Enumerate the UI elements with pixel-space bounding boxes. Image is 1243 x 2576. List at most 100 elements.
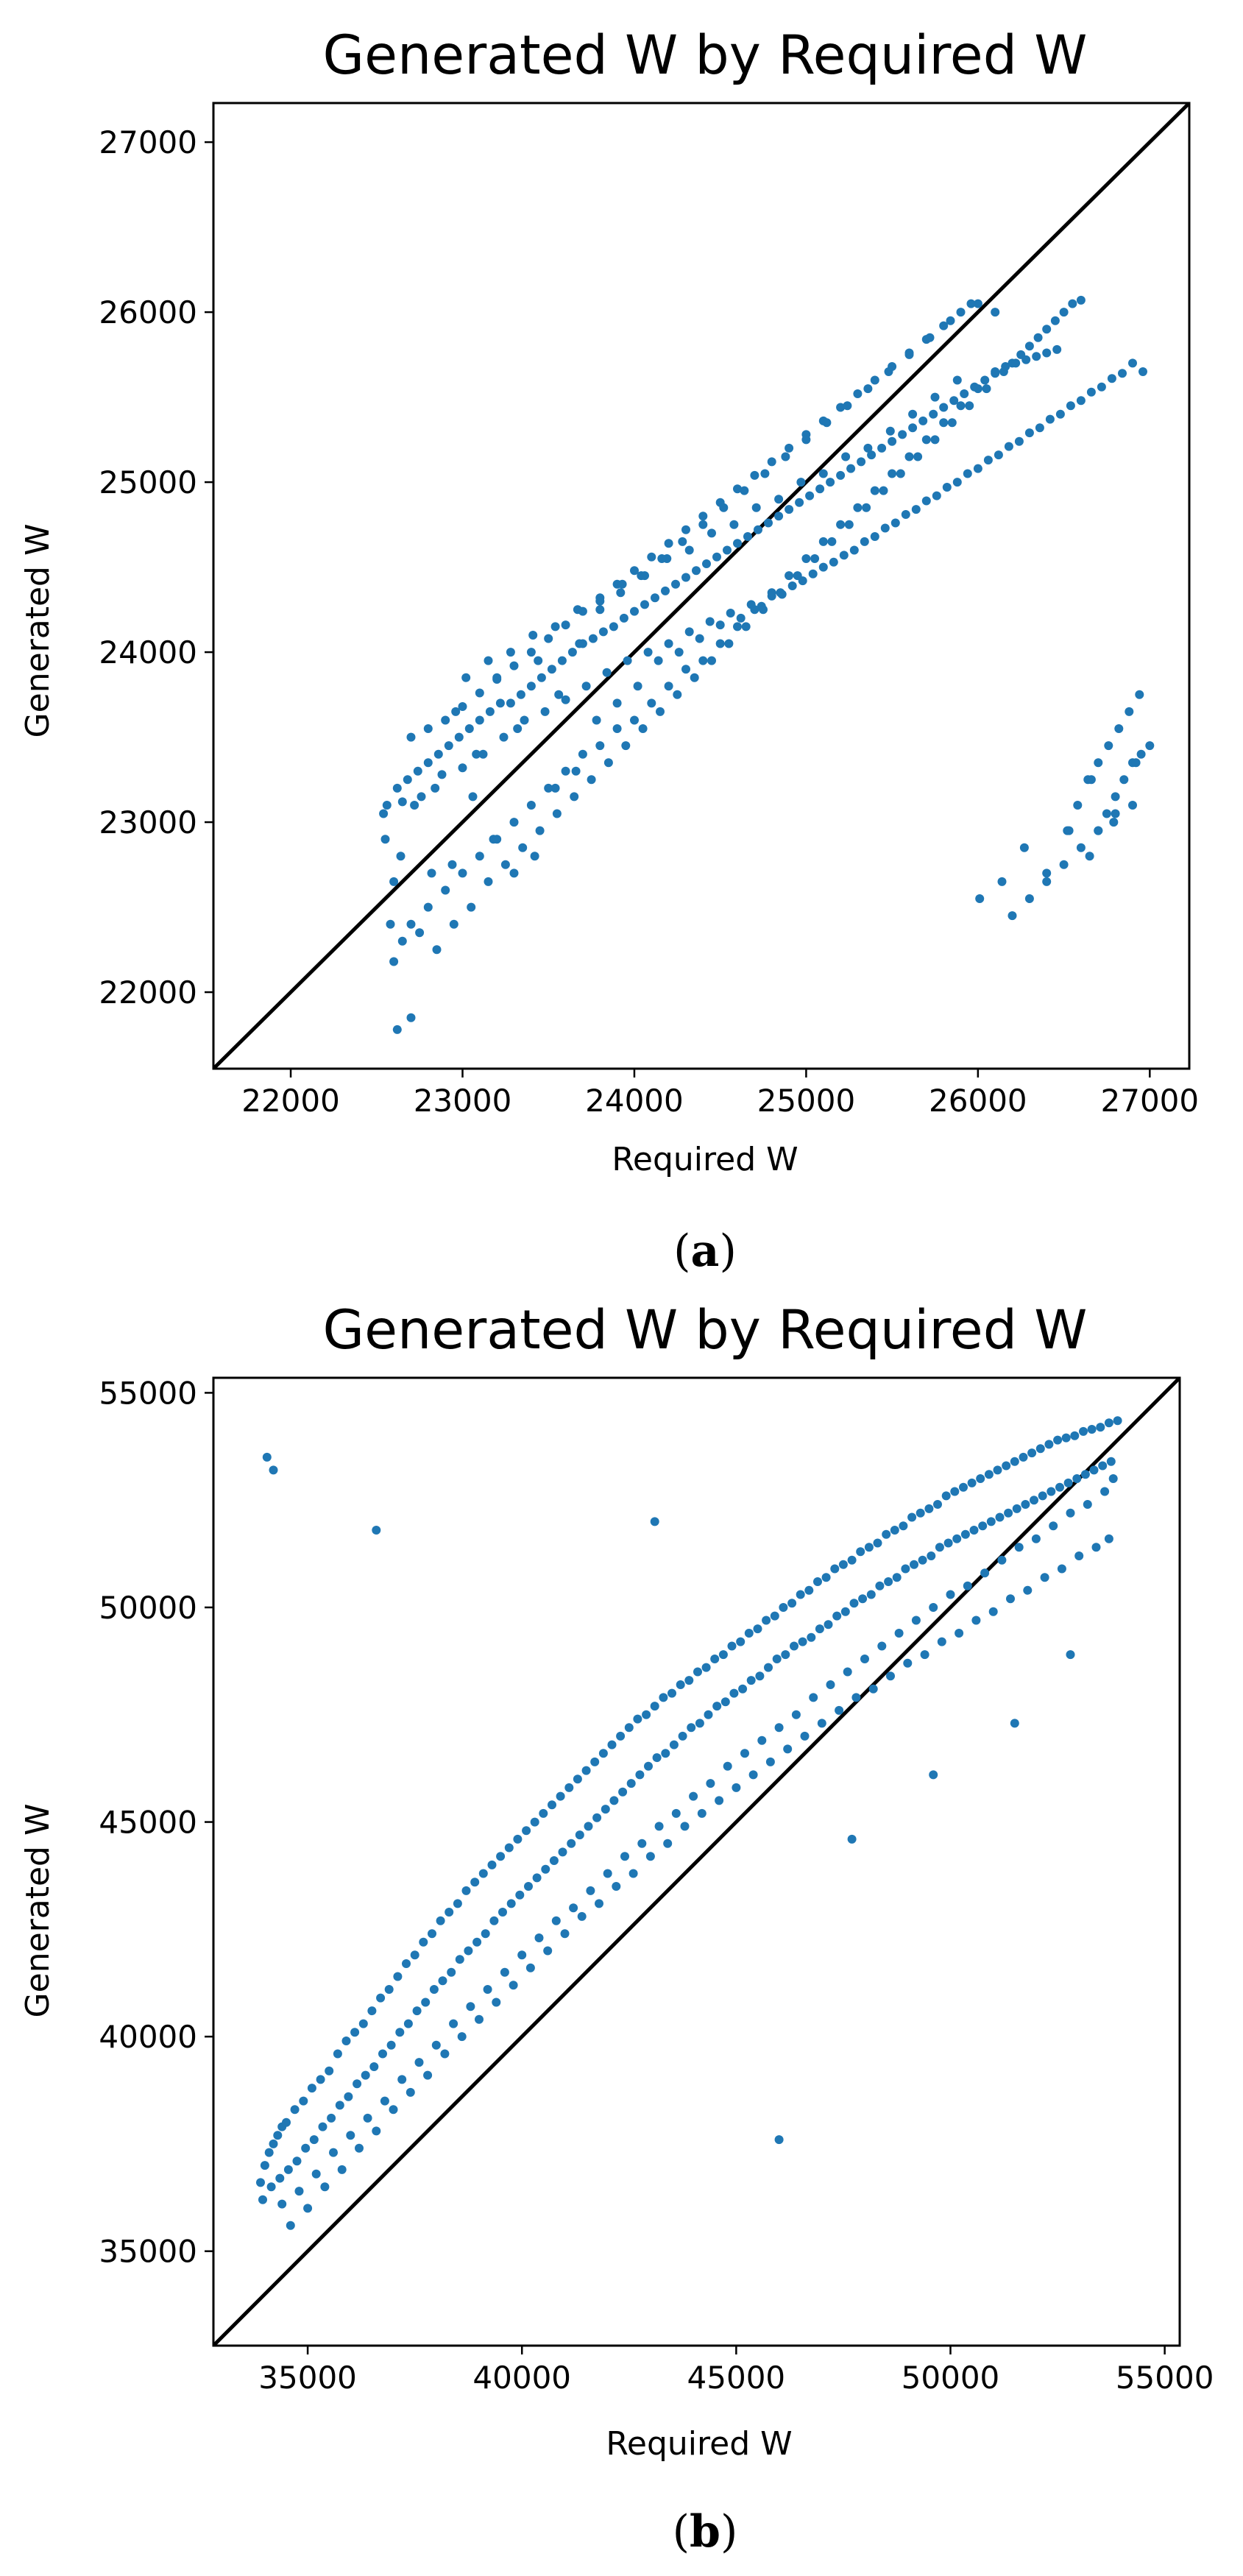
- data-point: [344, 2092, 353, 2101]
- data-point: [458, 702, 467, 711]
- data-point: [633, 1714, 642, 1724]
- data-point: [500, 1967, 509, 1977]
- data-point: [1049, 1521, 1058, 1531]
- data-point: [870, 486, 879, 495]
- data-point: [1052, 344, 1062, 354]
- data-point: [337, 2165, 347, 2174]
- reference-line: [213, 1378, 1180, 2346]
- data-point: [458, 868, 467, 878]
- data-point: [444, 741, 453, 751]
- data-point: [419, 1937, 428, 1947]
- data-point: [643, 648, 653, 657]
- data-point: [733, 539, 742, 548]
- chart-title: Generated W by Required W: [323, 1299, 1088, 1362]
- data-point: [827, 537, 837, 546]
- data-point: [1068, 299, 1077, 308]
- data-point: [810, 554, 820, 563]
- data-point: [835, 1705, 844, 1715]
- data-point: [727, 1641, 737, 1651]
- data-point: [980, 375, 990, 385]
- data-point: [541, 1864, 550, 1874]
- data-point: [640, 600, 649, 609]
- data-point: [1108, 1474, 1118, 1483]
- data-point: [781, 1650, 790, 1660]
- data-point: [785, 571, 794, 581]
- data-point: [755, 1671, 765, 1681]
- data-point: [499, 732, 509, 742]
- data-point: [577, 1911, 587, 1921]
- data-point: [751, 503, 761, 512]
- data-point: [949, 396, 959, 406]
- data-point: [1125, 707, 1134, 716]
- data-point: [468, 792, 478, 802]
- data-point: [484, 656, 493, 665]
- data-point: [754, 525, 762, 534]
- data-point: [661, 586, 670, 595]
- data-point: [630, 566, 639, 576]
- data-point: [853, 503, 863, 512]
- data-point: [346, 2131, 355, 2140]
- data-point: [918, 416, 928, 425]
- data-point: [664, 682, 673, 691]
- data-point: [830, 1564, 840, 1574]
- data-point: [654, 656, 663, 665]
- data-point: [695, 634, 704, 643]
- data-point: [621, 741, 631, 751]
- data-point: [372, 1526, 381, 1535]
- data-point: [933, 1500, 942, 1509]
- data-point: [635, 1770, 645, 1780]
- data-point: [847, 1555, 857, 1565]
- data-point: [1097, 382, 1106, 392]
- data-point: [886, 1671, 895, 1681]
- data-point: [1047, 1487, 1056, 1496]
- data-point: [995, 1512, 1005, 1522]
- data-point: [1042, 868, 1052, 878]
- data-point: [817, 1719, 826, 1728]
- data-point: [1076, 843, 1086, 852]
- data-point: [260, 2161, 269, 2170]
- data-point: [1063, 1478, 1073, 1487]
- data-point: [896, 469, 905, 478]
- data-point: [595, 596, 605, 606]
- data-point: [309, 2135, 319, 2145]
- data-point: [303, 2204, 313, 2213]
- data-point: [588, 634, 598, 643]
- data-point: [616, 1731, 626, 1741]
- data-point: [796, 478, 806, 487]
- data-point: [712, 552, 721, 562]
- data-point: [937, 1637, 946, 1646]
- data-point: [406, 1013, 416, 1022]
- data-point: [748, 1770, 758, 1780]
- data-point: [1114, 724, 1124, 733]
- data-point: [779, 1603, 788, 1612]
- data-point: [941, 1491, 951, 1501]
- data-point: [1086, 775, 1096, 785]
- data-point: [389, 957, 399, 966]
- x-tick-label: 35000: [258, 2360, 357, 2396]
- data-point: [939, 403, 949, 412]
- data-point: [569, 1903, 578, 1913]
- y-tick-label: 23000: [99, 804, 197, 841]
- data-point: [1111, 792, 1120, 802]
- y-tick-label: 55000: [99, 1375, 197, 1411]
- data-point: [539, 1808, 548, 1818]
- data-point: [392, 783, 402, 793]
- data-point: [783, 1744, 793, 1754]
- data-point: [283, 2165, 293, 2174]
- data-point: [570, 792, 579, 802]
- data-point: [692, 566, 701, 576]
- data-point: [873, 1538, 882, 1548]
- data-point: [698, 520, 708, 529]
- data-point: [892, 1573, 902, 1582]
- data-point: [397, 936, 407, 946]
- data-point: [674, 648, 684, 657]
- data-point: [1096, 1423, 1105, 1432]
- data-point: [903, 1658, 913, 1668]
- data-point: [573, 1774, 582, 1784]
- data-point: [946, 1590, 955, 1599]
- data-point: [704, 1710, 713, 1719]
- data-point: [956, 308, 966, 317]
- data-point: [396, 852, 406, 861]
- data-point: [509, 1981, 518, 1990]
- data-point: [386, 919, 395, 929]
